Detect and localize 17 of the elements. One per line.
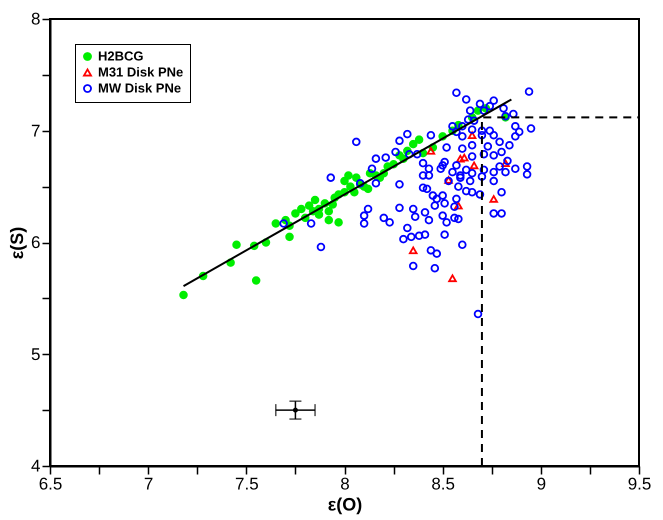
x-tick-label: 7: [144, 474, 154, 494]
legend-label: MW Disk PNe: [98, 80, 182, 96]
x-tick-label: 6.5: [38, 474, 62, 494]
y-tick-label: 8: [31, 10, 40, 28]
y-tick-label: 7: [31, 121, 40, 140]
x-tick-label: 9.5: [628, 474, 652, 494]
y-tick-label: 4: [31, 456, 40, 476]
x-axis-title: ε(O): [328, 494, 362, 514]
y-axis-title: ε(S): [7, 226, 28, 260]
legend-label: H2BCG: [98, 48, 144, 64]
legend-label: M31 Disk PNe: [98, 64, 184, 80]
y-tick-label: 5: [31, 344, 40, 364]
x-tick-label: 7.5: [235, 474, 259, 494]
x-tick-label: 8: [340, 474, 350, 494]
x-tick-label: 9: [536, 474, 546, 494]
y-tick-label: 6: [31, 233, 40, 252]
x-tick-label: 8.5: [431, 474, 455, 494]
